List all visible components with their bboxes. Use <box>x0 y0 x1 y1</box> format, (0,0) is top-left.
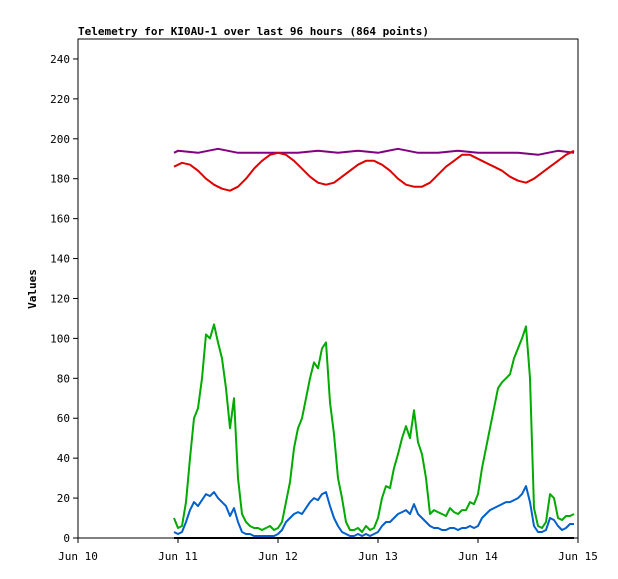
y-tick-label: 160 <box>50 213 70 226</box>
y-tick-label: 20 <box>57 492 70 505</box>
y-tick-label: 200 <box>50 133 70 146</box>
y-tick-label: 240 <box>50 53 70 66</box>
y-tick-label: 220 <box>50 93 70 106</box>
y-tick-label: 100 <box>50 332 70 345</box>
series-line-3 <box>173 485 574 537</box>
plot-area <box>77 38 579 539</box>
y-tick-label: 180 <box>50 173 70 186</box>
x-tick-label: Jun 14 <box>458 550 498 563</box>
x-tick-label: Jun 15 <box>558 550 598 563</box>
x-tick-label: Jun 13 <box>358 550 398 563</box>
y-axis-label: Values <box>26 269 39 309</box>
y-tick-label: 60 <box>57 412 70 425</box>
series-line-2 <box>173 323 575 533</box>
y-tick-label: 0 <box>63 532 70 545</box>
x-tick-label: Jun 10 <box>58 550 98 563</box>
y-tick-label: 80 <box>57 372 70 385</box>
x-tick-label: Jun 12 <box>258 550 298 563</box>
chart-title: Telemetry for KI0AU-1 over last 96 hours… <box>78 25 429 38</box>
series-line-1 <box>173 149 575 192</box>
y-tick-label: 40 <box>57 452 70 465</box>
series-lines <box>173 147 575 539</box>
y-tick-label: 140 <box>50 253 70 266</box>
y-axis-ticks: 0 20 40 60 80 100 120 140 160 180 200 220 240 <box>50 53 78 545</box>
y-tick-label: 120 <box>50 292 70 305</box>
series-line-0 <box>173 147 575 156</box>
x-axis-ticks: Jun 10 Jun 11 Jun 12 Jun 13 Jun 14 Jun 15 <box>58 538 598 563</box>
x-tick-label: Jun 11 <box>158 550 198 563</box>
